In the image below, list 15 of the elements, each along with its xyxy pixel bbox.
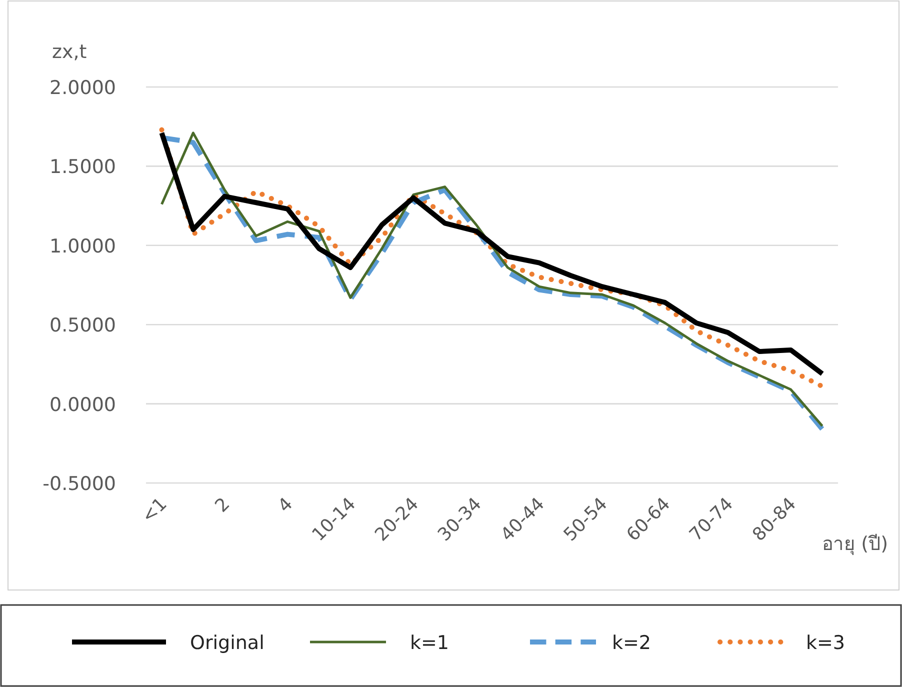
legend-label: Original — [190, 632, 264, 654]
y-axis-title: zx,t — [52, 41, 87, 63]
legend-label: k=3 — [806, 632, 846, 654]
legend-label: k=2 — [612, 632, 652, 654]
y-tick-label: 1.0000 — [50, 235, 116, 258]
x-axis-title: อายุ (ปี) — [822, 533, 888, 556]
y-tick-label: 0.5000 — [50, 314, 116, 337]
y-tick-label: -0.5000 — [42, 473, 116, 495]
y-tick-label: 1.5000 — [50, 156, 116, 178]
y-tick-label: 0.0000 — [50, 394, 116, 416]
x-tick-label: 4 — [274, 494, 298, 517]
legend-label: k=1 — [410, 632, 450, 654]
x-tick-label: 2 — [211, 494, 234, 517]
x-tick-label: <1 — [138, 494, 172, 528]
y-tick-label: 2.0000 — [50, 77, 116, 99]
